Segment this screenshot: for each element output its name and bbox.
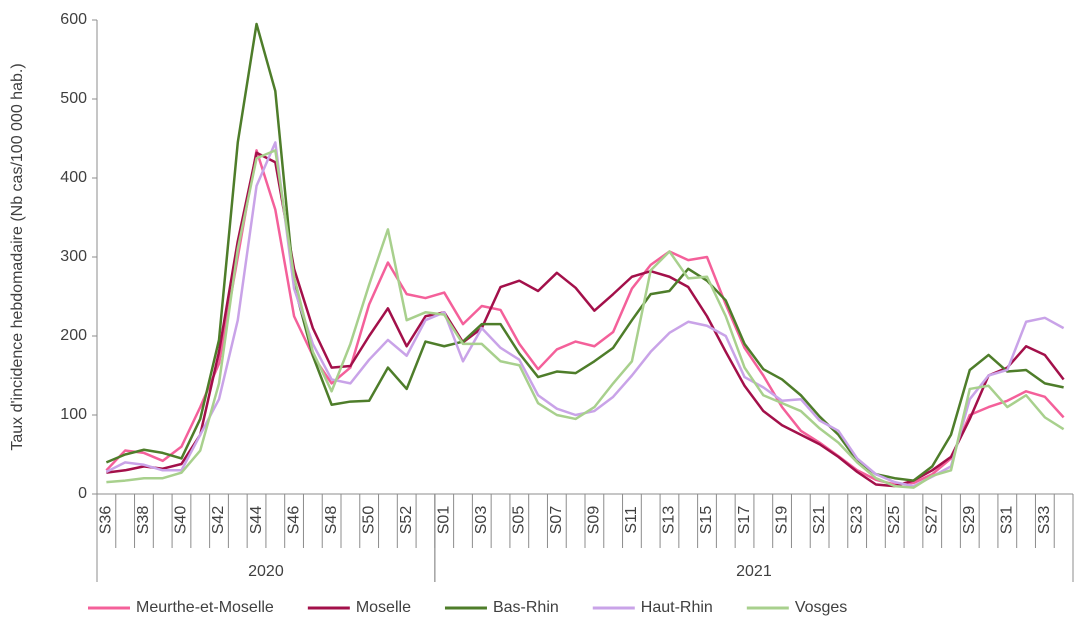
x-tick-label: S36 xyxy=(98,506,115,535)
legend-label: Bas-Rhin xyxy=(493,599,559,616)
legend-label: Moselle xyxy=(356,599,411,616)
x-tick-label: S31 xyxy=(999,506,1016,535)
series-line xyxy=(105,22,1064,482)
x-tick-label: S42 xyxy=(210,506,227,535)
legend-label: Meurthe-et-Moselle xyxy=(136,599,274,616)
x-tick-label: S07 xyxy=(548,506,565,535)
x-tick-label: S50 xyxy=(360,506,377,535)
x-tick-label: S52 xyxy=(398,506,415,535)
series-line xyxy=(106,149,1065,489)
series-line xyxy=(106,151,1065,488)
y-tick-label: 400 xyxy=(60,169,87,186)
legend-label: Vosges xyxy=(795,599,847,616)
x-tick-label: S48 xyxy=(323,506,340,535)
y-tick-label: 200 xyxy=(60,327,87,344)
x-tick-label: S17 xyxy=(736,506,753,535)
y-tick-label: 300 xyxy=(60,248,87,265)
legend-label: Haut-Rhin xyxy=(641,599,713,616)
x-tick-label: S23 xyxy=(848,506,865,535)
x-tick-label: S15 xyxy=(698,506,715,535)
group-label: 2020 xyxy=(248,563,284,580)
x-tick-label: S01 xyxy=(435,506,452,535)
y-tick-label: 0 xyxy=(78,485,87,502)
x-tick-label: S29 xyxy=(961,506,978,535)
y-tick-label: 600 xyxy=(60,11,87,28)
x-tick-label: S13 xyxy=(661,506,678,535)
y-tick-label: 500 xyxy=(60,90,87,107)
x-tick-label: S44 xyxy=(248,506,265,535)
x-tick-label: S21 xyxy=(811,506,828,535)
x-tick-label: S33 xyxy=(1036,506,1053,535)
group-label: 2021 xyxy=(736,563,772,580)
x-tick-label: S05 xyxy=(511,506,528,535)
x-tick-label: S25 xyxy=(886,506,903,535)
x-tick-label: S38 xyxy=(135,506,152,535)
x-tick-label: S09 xyxy=(586,506,603,535)
x-tick-label: S27 xyxy=(923,506,940,535)
x-tick-label: S03 xyxy=(473,506,490,535)
x-tick-label: S11 xyxy=(623,506,640,533)
y-tick-label: 100 xyxy=(60,406,87,423)
y-axis-label: Taux d'incidence hebdomadaire (Nb cas/10… xyxy=(9,63,26,450)
x-tick-label: S46 xyxy=(285,506,302,535)
x-tick-label: S19 xyxy=(773,506,790,535)
x-tick-label: S40 xyxy=(173,506,190,535)
series-line xyxy=(105,149,1065,486)
